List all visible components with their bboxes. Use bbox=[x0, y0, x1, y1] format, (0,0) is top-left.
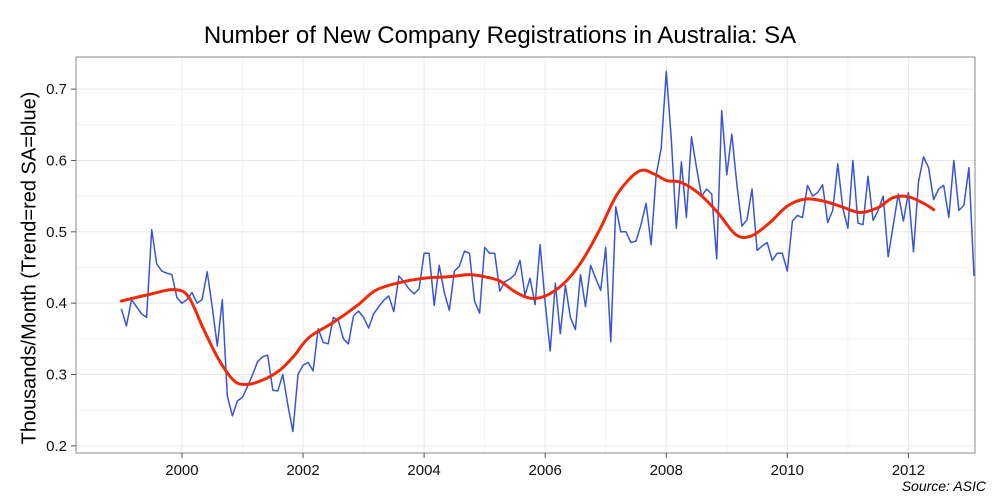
y-tick-label: 0.7 bbox=[46, 81, 67, 98]
series-sa-line bbox=[120, 70, 975, 433]
y-tick-label: 0.5 bbox=[46, 224, 67, 241]
x-tick-label: 2012 bbox=[892, 462, 925, 479]
y-tick-label: 0.2 bbox=[46, 438, 67, 455]
x-tick-label: 2010 bbox=[771, 462, 804, 479]
y-tick-label: 0.3 bbox=[46, 367, 67, 384]
y-tick-label: 0.4 bbox=[46, 295, 67, 312]
x-tick-label: 2006 bbox=[528, 462, 561, 479]
plot-frame bbox=[75, 56, 976, 454]
series-trend-line bbox=[119, 168, 936, 387]
source-note: Source: ASIC bbox=[901, 478, 986, 494]
chart-title: Number of New Company Registrations in A… bbox=[203, 22, 797, 49]
x-tick-label: 2004 bbox=[407, 462, 440, 479]
x-tick-label: 2002 bbox=[286, 462, 319, 479]
x-tick-label: 2000 bbox=[165, 462, 198, 479]
y-tick-label: 0.6 bbox=[46, 152, 67, 169]
x-tick-label: 2008 bbox=[650, 462, 683, 479]
